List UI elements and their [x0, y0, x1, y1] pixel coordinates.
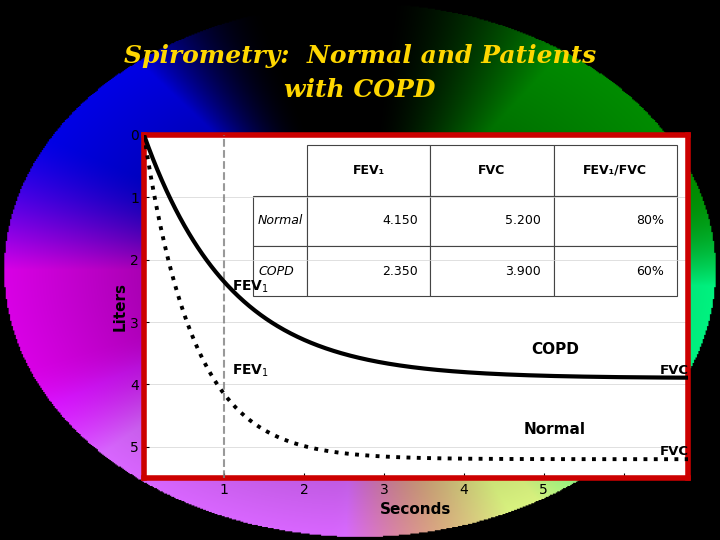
X-axis label: Seconds: Seconds: [380, 502, 451, 517]
Text: Normal: Normal: [523, 422, 586, 437]
Text: FEV$_1$: FEV$_1$: [232, 279, 269, 295]
Text: FVC: FVC: [660, 445, 688, 458]
Text: Spirometry:  Normal and Patients
with COPD: Spirometry: Normal and Patients with COP…: [124, 44, 596, 102]
Text: FVC: FVC: [660, 364, 688, 377]
Y-axis label: Liters: Liters: [112, 282, 127, 331]
Text: COPD: COPD: [531, 342, 580, 357]
Text: FEV$_1$: FEV$_1$: [232, 363, 269, 380]
